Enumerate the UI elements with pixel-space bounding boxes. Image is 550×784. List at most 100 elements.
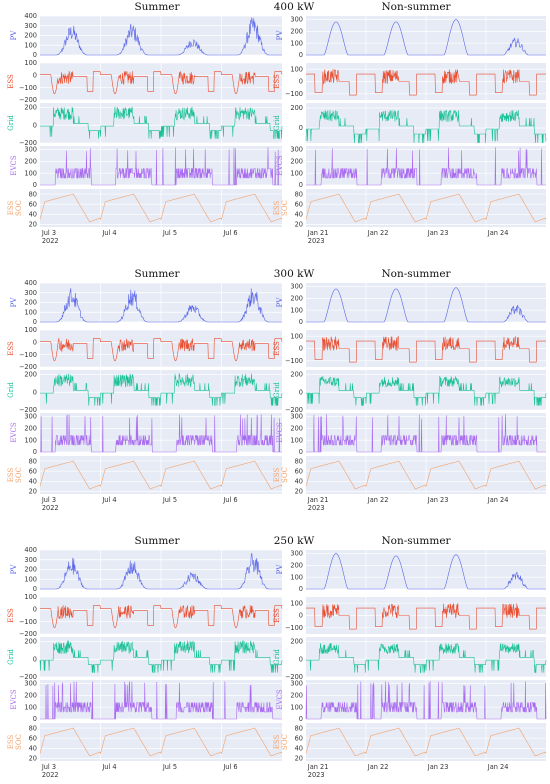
y-axis-label: SOC: [281, 200, 289, 216]
y-tick-label: 60: [295, 200, 303, 208]
series-line-ess: [306, 68, 546, 96]
y-tick-label: 20: [295, 221, 303, 229]
y-tick-label: 0: [299, 318, 303, 326]
series-line-grid: [39, 640, 283, 673]
x-tick-label: Jul 4: [101, 229, 116, 237]
series-line-pv: [306, 19, 546, 56]
row-ess: −100 0 100 ESS: [273, 330, 546, 367]
y-axis-label: PV: [10, 564, 18, 575]
y-axis-label: SOC: [281, 734, 289, 750]
chart-title: Non-summer: [381, 268, 451, 280]
series-line-ess-soc: [39, 460, 283, 490]
row-grid: −200 0 200 Grid: [7, 370, 283, 414]
y-axis-label: ESS: [273, 74, 281, 89]
y-tick-label: 100: [290, 703, 303, 711]
y-tick-label: 0: [33, 181, 37, 189]
y-tick-label: −100: [285, 624, 303, 632]
y-axis-label: Grid: [273, 115, 281, 131]
y-tick-label: 60: [29, 467, 37, 475]
y-tick-label: 100: [290, 332, 303, 340]
x-tick-label: Jan 21: [307, 496, 329, 504]
series-line-pv: [40, 553, 282, 590]
y-tick-label: −200: [19, 406, 37, 414]
series-line-ess-soc: [305, 193, 547, 223]
y-axis-label: Grid: [7, 115, 15, 131]
x-tick-label: Jul 3: [41, 229, 56, 237]
row-evcs: 0 100 200 300 EVCS: [276, 146, 546, 189]
y-tick-label: −200: [19, 630, 37, 638]
row-ess: −200 −100 0 100 ESS: [7, 59, 283, 104]
series-line-evcs: [40, 147, 282, 186]
y-tick-label: 100: [290, 306, 303, 314]
y-tick-label: 40: [29, 211, 37, 219]
x-tick-label: Jan 22: [367, 496, 389, 504]
y-tick-label: 0: [33, 72, 37, 80]
chart-title: Summer: [134, 268, 180, 280]
chart-non-summer-300kw: Non-summer0100200300PV−1000100ESS−200020…: [273, 268, 547, 512]
series-line-ess-soc: [305, 460, 547, 490]
x-tick-label: Jan 21: [307, 763, 329, 771]
y-axis-label: PV: [276, 564, 284, 575]
series-line-evcs: [40, 681, 282, 720]
series-line-pv: [40, 17, 282, 56]
y-tick-label: 100: [24, 326, 37, 334]
y-tick-label: 200: [24, 32, 37, 40]
y-axis-label: SOC: [281, 467, 289, 483]
y-tick-label: 100: [24, 436, 37, 444]
y-tick-label: 40: [295, 478, 303, 486]
y-tick-label: 80: [295, 724, 303, 732]
row-ess-soc: 20 40 60 80 ESS SOC: [273, 189, 547, 229]
x-tick-label: 2023: [308, 771, 325, 779]
y-tick-label: 100: [290, 65, 303, 73]
x-tick-label: Jul 4: [101, 496, 116, 504]
y-axis-label: Grid: [7, 649, 15, 665]
y-tick-label: −200: [285, 406, 303, 414]
y-tick-label: 0: [33, 606, 37, 614]
row-ess-soc: 20 40 60 80 ESS SOC: [273, 723, 547, 763]
y-tick-label: 0: [33, 318, 37, 326]
y-tick-label: 300: [24, 680, 37, 688]
chart-summer-300kw: Summer 300 kW0100200300400PV−200−1000100E…: [7, 268, 314, 512]
y-tick-label: 200: [290, 371, 303, 379]
y-axis-label: Grid: [273, 382, 281, 398]
y-tick-label: 0: [33, 448, 37, 456]
y-tick-label: 60: [29, 200, 37, 208]
y-tick-label: 0: [33, 585, 37, 593]
x-tick-label: Jan 24: [487, 229, 509, 237]
y-axis-label: PV: [276, 30, 284, 41]
y-axis-label: ESS: [7, 735, 15, 750]
x-tick-label: Jul 6: [222, 496, 237, 504]
y-axis-label: ESS: [7, 341, 15, 356]
y-axis-label: EVCS: [276, 422, 284, 443]
x-tick-label: Jul 6: [222, 763, 237, 771]
y-axis-label: Grid: [7, 382, 15, 398]
x-tick-label: Jul 5: [162, 763, 177, 771]
y-tick-label: 0: [299, 585, 303, 593]
y-axis-label: ESS: [273, 735, 281, 750]
x-tick-label: Jan 24: [487, 496, 509, 504]
y-axis-label: ESS: [7, 468, 15, 483]
y-tick-label: 200: [290, 158, 303, 166]
y-tick-label: 80: [295, 190, 303, 198]
y-axis-label: ESS: [7, 201, 15, 216]
y-tick-label: 0: [299, 388, 303, 396]
y-tick-label: 0: [299, 181, 303, 189]
y-tick-label: 40: [295, 211, 303, 219]
y-tick-label: 100: [290, 599, 303, 607]
x-tick-label: Jan 21: [307, 229, 329, 237]
y-tick-label: 200: [290, 295, 303, 303]
x-tick-label: Jan 24: [487, 763, 509, 771]
x-tick-label: 2022: [42, 771, 59, 779]
y-tick-label: −100: [19, 618, 37, 626]
y-tick-label: 300: [24, 289, 37, 297]
row-grid: −200 0 200 Grid: [273, 370, 547, 414]
y-tick-label: 20: [29, 221, 37, 229]
y-tick-label: 0: [33, 339, 37, 347]
y-tick-label: 100: [290, 169, 303, 177]
row-pv: 0 100 200 300 PV: [276, 283, 546, 326]
y-axis-label: EVCS: [10, 422, 18, 443]
y-axis-label: PV: [10, 297, 18, 308]
y-tick-label: 0: [299, 612, 303, 620]
y-tick-label: 300: [290, 146, 303, 154]
